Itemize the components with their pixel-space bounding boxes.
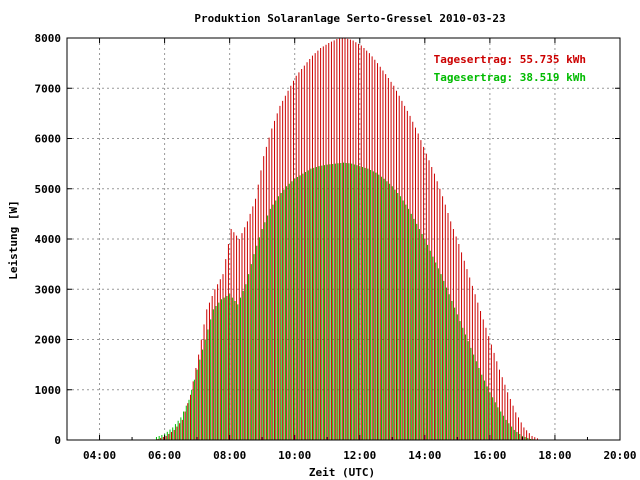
y-tick-label: 3000 (35, 283, 62, 296)
y-tick-label: 6000 (35, 133, 62, 146)
y-axis: 0 1000 2000 3000 4000 5000 6000 7000 8000 (35, 32, 620, 447)
x-tick-label: 14:00 (408, 449, 441, 462)
legend-red-entry: Tagesertrag: 55.735 kWh (434, 53, 586, 66)
x-axis-label: Zeit (UTC) (309, 466, 375, 479)
chart-title: Produktion Solaranlage Serto-Gressel 201… (194, 12, 505, 25)
y-axis-label: Leistung [W] (7, 200, 20, 279)
x-tick-label: 04:00 (83, 449, 116, 462)
y-tick-label: 0 (54, 434, 61, 447)
x-tick-label: 08:00 (213, 449, 246, 462)
y-tick-label: 7000 (35, 82, 62, 95)
red-series-bars (157, 38, 541, 440)
x-tick-label: 16:00 (473, 449, 506, 462)
y-tick-label: 8000 (35, 32, 62, 45)
y-tick-label: 5000 (35, 183, 62, 196)
x-tick-label: 18:00 (538, 449, 571, 462)
y-tick-label: 2000 (35, 334, 62, 347)
x-tick-label: 06:00 (148, 449, 181, 462)
green-series-bars (155, 162, 540, 440)
x-tick-label: 10:00 (278, 449, 311, 462)
x-tick-label: 12:00 (343, 449, 376, 462)
x-tick-label: 20:00 (603, 449, 636, 462)
y-tick-label: 1000 (35, 384, 62, 397)
y-tick-label: 4000 (35, 233, 62, 246)
x-axis: 04:00 06:00 08:00 10:00 12:00 14:00 16:00 18:00… (66, 38, 637, 462)
legend-green-entry: Tagesertrag: 38.519 kWh (434, 71, 586, 84)
